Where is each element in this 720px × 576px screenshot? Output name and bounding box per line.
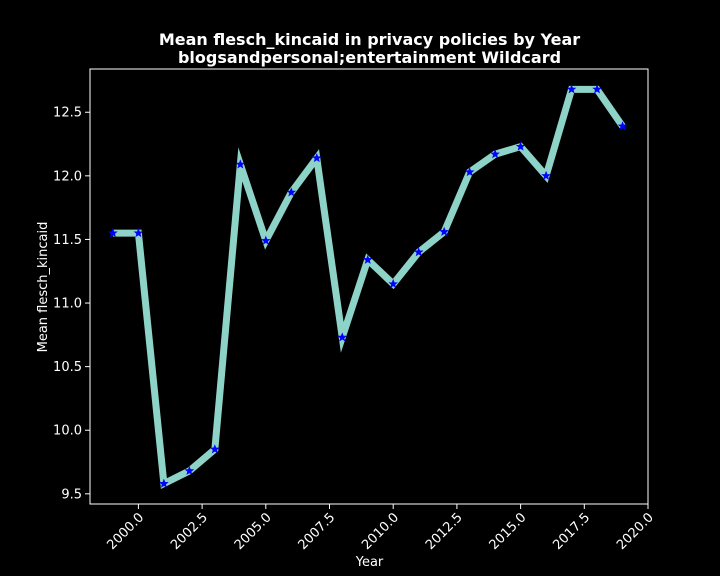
y-tick-label: 9.5 bbox=[61, 487, 82, 502]
data-point-marker bbox=[184, 465, 195, 476]
y-axis-label: Mean flesch_kincaid bbox=[36, 222, 51, 353]
data-point-marker bbox=[541, 170, 551, 180]
y-tick-label: 11.5 bbox=[53, 233, 82, 248]
y-tick-label: 10.5 bbox=[53, 360, 82, 375]
data-point-marker bbox=[617, 121, 628, 131]
data-point-marker bbox=[261, 235, 271, 245]
y-tick-label: 11.0 bbox=[53, 297, 82, 312]
data-point-marker bbox=[337, 332, 348, 342]
data-point-marker bbox=[311, 153, 322, 163]
data-point-marker bbox=[362, 254, 373, 264]
data-point-marker bbox=[413, 247, 424, 257]
y-tick-label: 10.0 bbox=[53, 424, 82, 439]
data-point-marker bbox=[515, 141, 526, 151]
data-point-marker bbox=[133, 228, 144, 238]
chart-title-line-1: Mean flesch_kincaid in privacy policies … bbox=[159, 30, 580, 49]
plot-frame bbox=[89, 68, 649, 505]
data-point-marker bbox=[388, 278, 398, 289]
data-point-marker bbox=[108, 228, 118, 238]
data-point-marker bbox=[592, 84, 602, 94]
data-point-marker bbox=[464, 166, 475, 177]
y-tick-label: 12.0 bbox=[53, 169, 82, 184]
x-axis-label: Year bbox=[355, 555, 384, 570]
data-point-marker bbox=[566, 84, 577, 94]
data-point-marker bbox=[286, 187, 297, 197]
data-point-marker bbox=[235, 159, 246, 169]
data-point-marker bbox=[159, 478, 169, 488]
series-markers bbox=[108, 84, 628, 488]
data-point-marker bbox=[490, 149, 500, 159]
data-point-marker bbox=[210, 444, 220, 454]
data-point-marker bbox=[439, 226, 449, 236]
chart-title-line-2: blogsandpersonal;entertainment Wildcard bbox=[178, 48, 561, 67]
y-tick-label: 12.5 bbox=[53, 106, 82, 121]
